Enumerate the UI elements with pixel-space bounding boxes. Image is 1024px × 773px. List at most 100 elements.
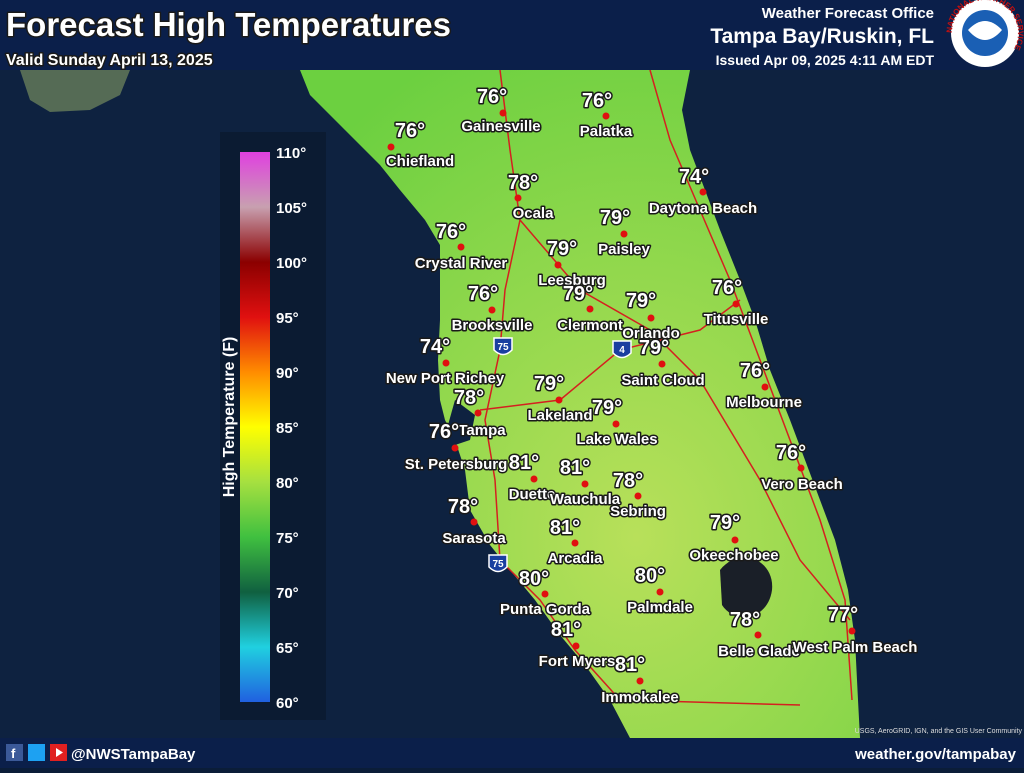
city-name: Sebring <box>610 503 666 520</box>
city-temp: 79° <box>626 290 656 312</box>
city-temp: 79° <box>547 238 577 260</box>
city-dot <box>541 590 549 598</box>
city-temp: 79° <box>534 373 564 395</box>
city-dot <box>761 383 769 391</box>
city-name: Gainesville <box>461 118 540 135</box>
city-temp: 74° <box>679 166 709 188</box>
city-name: Crystal River <box>415 255 508 272</box>
city-temp: 78° <box>448 496 478 518</box>
city-dot <box>612 420 620 428</box>
city-dot <box>474 409 482 417</box>
city-name: Ocala <box>513 205 555 222</box>
city-temp: 81° <box>560 457 590 479</box>
city-name: Daytona Beach <box>649 200 757 217</box>
interstate-shield <box>493 337 513 356</box>
city-name: Okeechobee <box>689 547 778 564</box>
city-dot <box>530 475 538 483</box>
city-name: Clermont <box>557 317 623 334</box>
panhandle <box>20 70 130 112</box>
city-name: Lake Wales <box>576 431 657 448</box>
legend-panel <box>220 132 326 720</box>
city-dot <box>470 518 478 526</box>
legend-label: 65° <box>276 640 299 657</box>
city-dot <box>586 305 594 313</box>
city-name: Brooksville <box>452 317 533 334</box>
city-name: Palatka <box>580 123 633 140</box>
social-handle[interactable]: @NWSTampaBay <box>71 746 196 763</box>
tampa-bay <box>448 400 475 445</box>
city-dot <box>572 642 580 650</box>
city-name: Chiefland <box>386 153 454 170</box>
city-name: Tampa <box>458 422 506 439</box>
city-name: New Port Richey <box>386 370 505 387</box>
legend-label: 100° <box>276 255 307 272</box>
city-temp: 76° <box>436 221 466 243</box>
footer-bar <box>0 738 1024 768</box>
legend-label: 70° <box>276 585 299 602</box>
city-temp: 81° <box>550 517 580 539</box>
city-dot <box>647 314 655 322</box>
city-dot <box>732 300 740 308</box>
city-temp: 76° <box>740 360 770 382</box>
city-temp: 77° <box>828 604 858 626</box>
city-temp: 78° <box>454 387 484 409</box>
city-temp: 76° <box>395 120 425 142</box>
city-temp: 80° <box>519 568 549 590</box>
city-dot <box>488 306 496 314</box>
legend-label: 75° <box>276 530 299 547</box>
city-name: Titusville <box>704 311 769 328</box>
valid-date: Valid Sunday April 13, 2025 <box>6 52 213 69</box>
city-temp: 81° <box>551 619 581 641</box>
city-temp: 78° <box>613 470 643 492</box>
interstate-number: 75 <box>497 342 509 353</box>
legend-label: 80° <box>276 475 299 492</box>
city-temp: 78° <box>730 609 760 631</box>
city-name: Saint Cloud <box>621 372 704 389</box>
city-temp: 74° <box>420 336 450 358</box>
city-dot <box>636 677 644 685</box>
city-dot <box>731 536 739 544</box>
city-temp: 76° <box>468 283 498 305</box>
interstate-number: 4 <box>619 345 625 356</box>
svg-text:f: f <box>11 746 16 761</box>
lake-okeechobee <box>720 557 773 617</box>
header-bar <box>0 0 1024 70</box>
interstate-shield <box>488 554 508 573</box>
city-temp: 76° <box>429 421 459 443</box>
city-dot <box>797 464 805 472</box>
city-dot <box>620 230 628 238</box>
office: Weather Forecast Office <box>762 5 934 22</box>
city-dot <box>451 444 459 452</box>
city-temp: 76° <box>776 442 806 464</box>
city-temp: 76° <box>477 86 507 108</box>
city-dot <box>699 188 707 196</box>
city-temp: 79° <box>600 207 630 229</box>
city-temp: 76° <box>582 90 612 112</box>
city-name: Paisley <box>598 241 650 258</box>
legend-label: 90° <box>276 365 299 382</box>
city-temp: 76° <box>712 277 742 299</box>
city-dot <box>457 243 465 251</box>
florida-land <box>300 70 860 738</box>
legend-label: 95° <box>276 310 299 327</box>
interstate-shield <box>612 340 632 359</box>
city-dot <box>848 627 856 635</box>
city-dot <box>656 588 664 596</box>
city-name: Lakeland <box>527 407 592 424</box>
city-temp: 79° <box>592 397 622 419</box>
city-dot <box>754 631 762 639</box>
city-dot <box>387 143 395 151</box>
title: Forecast High Temperatures <box>6 6 451 43</box>
city-dot <box>554 261 562 269</box>
legend-label: 110° <box>276 145 306 162</box>
city-temp: 79° <box>710 512 740 534</box>
social-icons: f <box>6 744 67 761</box>
city-name: Wauchula <box>550 491 621 508</box>
city-name: Sarasota <box>442 530 506 547</box>
city-name: St. Petersburg <box>405 456 508 473</box>
city-temp: 80° <box>635 565 665 587</box>
city-temp: 78° <box>508 172 538 194</box>
website[interactable]: weather.gov/tampabay <box>854 746 1017 763</box>
city-dot <box>571 539 579 547</box>
issued: Issued Apr 09, 2025 4:11 AM EDT <box>716 52 935 68</box>
